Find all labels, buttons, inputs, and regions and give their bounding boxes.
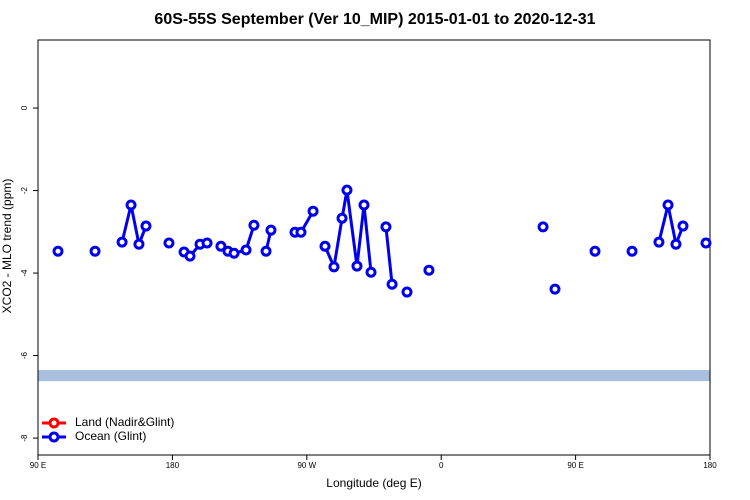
data-point [626,245,638,257]
data-point [201,237,213,249]
plot-frame [37,39,711,456]
data-point [677,220,689,232]
data-point [125,199,137,211]
data-point [549,283,561,295]
data-point [423,264,435,276]
data-point [163,237,175,249]
data-point [319,240,331,252]
series-line [120,204,148,250]
data-point [670,238,682,250]
data-point [140,220,152,232]
data-point [295,226,307,238]
data-point [700,237,712,249]
data-point [116,236,128,248]
x-tick-label: 90 E [567,461,583,470]
x-tick-label: 90 W [297,461,316,470]
coverage-band [38,370,710,382]
legend-label: Ocean (Glint) [75,429,146,443]
legend-label: Land (Nadir&Glint) [75,415,174,429]
legend-marker [48,417,60,429]
y-axis-label: XCO2 - MLO trend (ppm) [0,179,14,314]
data-point [215,240,227,252]
data-point [52,245,64,257]
data-point [228,247,240,259]
y-tick-label: -8 [20,434,29,442]
data-point [260,245,272,257]
data-point [184,250,196,262]
y-tick-label: -6 [20,351,29,359]
data-point [589,245,601,257]
data-point [328,261,340,273]
data-point [662,199,674,211]
legend-marker [48,431,60,443]
series-line [384,226,394,285]
x-axis-label: Longitude (deg E) [326,476,421,490]
y-tick-label: 0 [20,105,29,110]
data-point [386,278,398,290]
data-point [358,199,370,211]
chart-title: 60S-55S September (Ver 10_MIP) 2015-01-0… [154,11,595,28]
x-tick-label: 90 E [30,461,46,470]
data-point [133,238,145,250]
data-point [351,260,363,272]
y-tick-label: -4 [20,269,29,277]
x-tick-label: 0 [439,461,444,470]
data-point [341,184,353,196]
x-tick-label: 180 [166,461,180,470]
data-point [380,221,392,233]
data-point [240,244,252,256]
data-point [653,236,665,248]
data-point [265,224,277,236]
data-point [365,266,377,278]
data-point [401,286,413,298]
data-point [537,221,549,233]
data-point [336,212,348,224]
data-point [307,205,319,217]
data-point [248,219,260,231]
y-tick-label: -2 [20,186,29,194]
x-tick-label: 180 [703,461,717,470]
data-point [89,245,101,257]
series-line [657,204,685,250]
